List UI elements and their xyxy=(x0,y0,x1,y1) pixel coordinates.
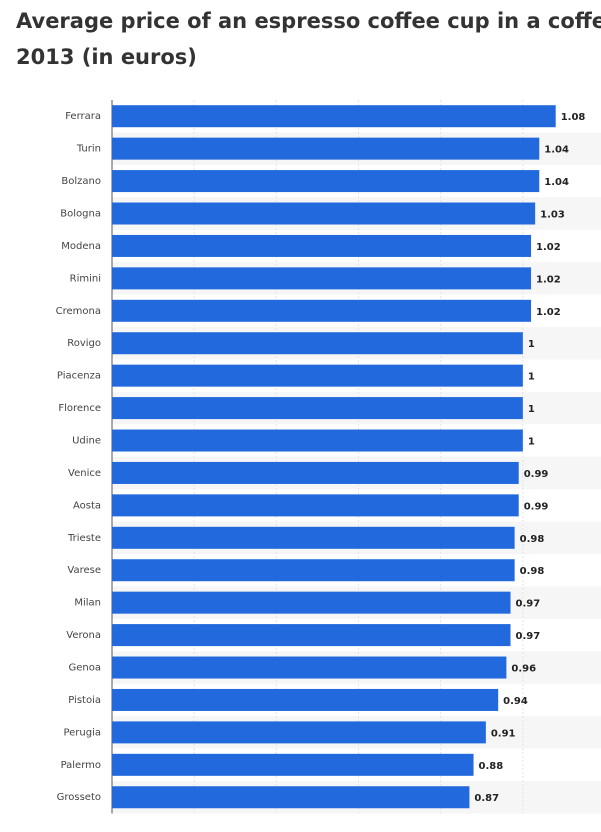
category-label: Ferrara xyxy=(65,111,101,122)
value-label: 1.02 xyxy=(536,274,561,285)
value-label: 1.02 xyxy=(536,307,561,318)
category-label: Pistoia xyxy=(68,695,101,706)
category-label: Verona xyxy=(66,630,101,641)
category-label: Turin xyxy=(76,144,101,155)
bar xyxy=(112,234,532,257)
bar xyxy=(112,494,519,517)
value-label: 0.96 xyxy=(511,664,536,675)
category-label: Trieste xyxy=(67,533,101,544)
value-label: 1 xyxy=(528,339,535,350)
value-label: 0.88 xyxy=(479,761,504,772)
value-label: 0.97 xyxy=(516,599,541,610)
bar xyxy=(112,786,470,809)
bar xyxy=(112,332,523,355)
category-label: Bologna xyxy=(60,209,101,220)
bar xyxy=(112,364,523,387)
category-label: Florence xyxy=(58,403,101,414)
bar xyxy=(112,688,499,711)
category-label: Palermo xyxy=(61,760,101,771)
value-label: 0.99 xyxy=(524,501,549,512)
chart-title: 2013 (in euros) xyxy=(16,45,197,69)
bar xyxy=(112,105,556,128)
category-label: Milan xyxy=(74,598,101,609)
category-label: Modena xyxy=(61,241,101,252)
value-label: 1 xyxy=(528,404,535,415)
value-label: 1.02 xyxy=(536,242,561,253)
bar xyxy=(112,267,532,290)
bar xyxy=(112,526,515,549)
category-label: Genoa xyxy=(69,663,102,674)
bar xyxy=(112,656,507,679)
bar xyxy=(112,624,511,647)
bar xyxy=(112,559,515,582)
value-label: 1.04 xyxy=(544,145,569,156)
value-label: 1.03 xyxy=(540,210,565,221)
bar xyxy=(112,299,532,322)
bar xyxy=(112,170,540,193)
category-label: Varese xyxy=(67,565,101,576)
category-label: Aosta xyxy=(73,500,101,511)
bar xyxy=(112,429,523,452)
category-label: Cremona xyxy=(56,306,101,317)
bar xyxy=(112,202,536,225)
bar xyxy=(112,461,519,484)
category-label: Venice xyxy=(68,468,101,479)
value-label: 0.91 xyxy=(491,728,516,739)
value-label: 1 xyxy=(528,437,535,448)
value-label: 0.94 xyxy=(503,696,528,707)
value-label: 0.98 xyxy=(520,534,545,545)
value-label: 1.08 xyxy=(561,112,586,123)
category-label: Grosseto xyxy=(57,792,101,803)
category-label: Udine xyxy=(72,436,101,447)
bar xyxy=(112,137,540,160)
bar xyxy=(112,753,474,776)
category-label: Perugia xyxy=(63,727,101,738)
value-label: 1.04 xyxy=(544,177,569,188)
category-label: Rovigo xyxy=(67,338,101,349)
category-label: Rimini xyxy=(70,273,101,284)
bar xyxy=(112,721,486,744)
value-label: 0.97 xyxy=(516,631,541,642)
category-label: Bolzano xyxy=(61,176,101,187)
value-label: 0.87 xyxy=(474,793,499,804)
bar xyxy=(112,397,523,420)
value-label: 0.99 xyxy=(524,469,549,480)
category-label: Piacenza xyxy=(57,371,101,382)
chart-title: Average price of an espresso coffee cup … xyxy=(16,9,601,33)
value-label: 1 xyxy=(528,372,535,383)
value-label: 0.98 xyxy=(520,566,545,577)
bar xyxy=(112,591,511,614)
